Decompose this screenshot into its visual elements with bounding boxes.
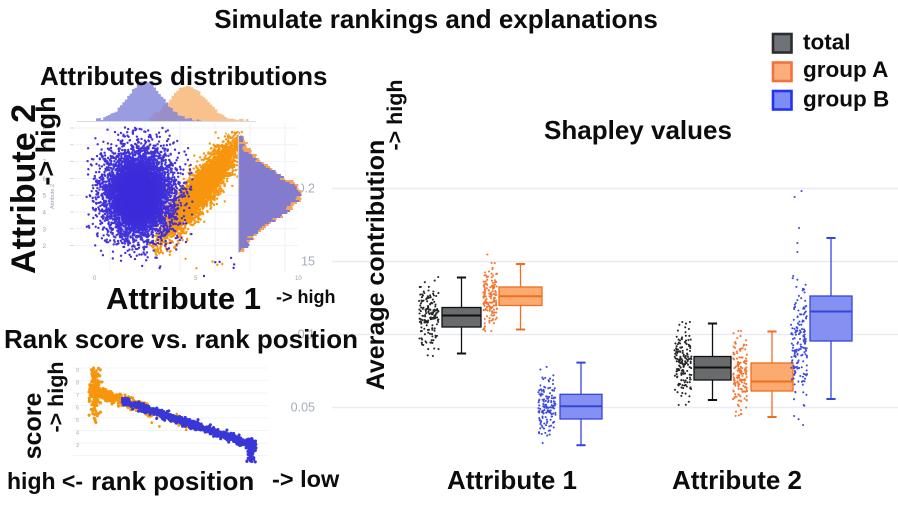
svg-text:Attribute 1: Attribute 1 — [447, 465, 577, 495]
svg-text:rank position: rank position — [91, 466, 254, 496]
svg-text:0.05: 0.05 — [291, 401, 315, 415]
svg-text:6: 6 — [76, 406, 79, 412]
svg-text:score: score — [19, 393, 47, 460]
svg-text:Simulate rankings and explanat: Simulate rankings and explanations — [214, 4, 658, 34]
svg-text:Attribute 2: Attribute 2 — [50, 184, 56, 209]
svg-text:Attribute 2: Attribute 2 — [5, 104, 43, 274]
svg-text:3: 3 — [43, 227, 47, 233]
svg-text:7: 7 — [43, 160, 47, 166]
svg-text:Attribute 1: Attribute 1 — [106, 281, 261, 316]
svg-text:-> high: -> high — [31, 96, 61, 185]
svg-text:4: 4 — [76, 431, 79, 437]
svg-text:0.1: 0.1 — [298, 328, 315, 342]
svg-text:high <-: high <- — [7, 468, 83, 494]
svg-text:Shapley values: Shapley values — [544, 115, 732, 145]
svg-text:8: 8 — [43, 143, 47, 149]
svg-text:2: 2 — [43, 244, 47, 250]
svg-text:3: 3 — [76, 443, 79, 449]
svg-text:Rank score vs. rank position: Rank score vs. rank position — [4, 324, 358, 354]
svg-text:7: 7 — [76, 393, 79, 399]
svg-text:Average contribution: Average contribution — [362, 140, 390, 391]
svg-text:Attribute 2: Attribute 2 — [672, 465, 802, 495]
svg-text:-> low: -> low — [272, 466, 340, 492]
svg-text:0.2: 0.2 — [298, 182, 315, 196]
svg-text:total: total — [803, 30, 851, 55]
svg-text:5: 5 — [76, 418, 79, 424]
svg-text:9: 9 — [76, 368, 79, 374]
svg-text:-> high: -> high — [276, 287, 336, 307]
svg-text:5: 5 — [43, 194, 47, 200]
svg-text:5: 5 — [194, 276, 198, 282]
svg-text:8: 8 — [76, 381, 79, 387]
svg-text:-> high: -> high — [383, 79, 407, 150]
svg-text:group B: group B — [803, 87, 889, 112]
svg-text:4: 4 — [43, 211, 47, 217]
svg-text:group A: group A — [803, 57, 888, 82]
svg-text:0: 0 — [93, 276, 97, 282]
svg-text:-> high: -> high — [44, 361, 68, 432]
svg-text:9: 9 — [43, 127, 47, 133]
svg-text:Attributes distributions: Attributes distributions — [40, 61, 327, 91]
svg-text:10: 10 — [295, 276, 302, 282]
svg-text:6: 6 — [43, 177, 47, 183]
